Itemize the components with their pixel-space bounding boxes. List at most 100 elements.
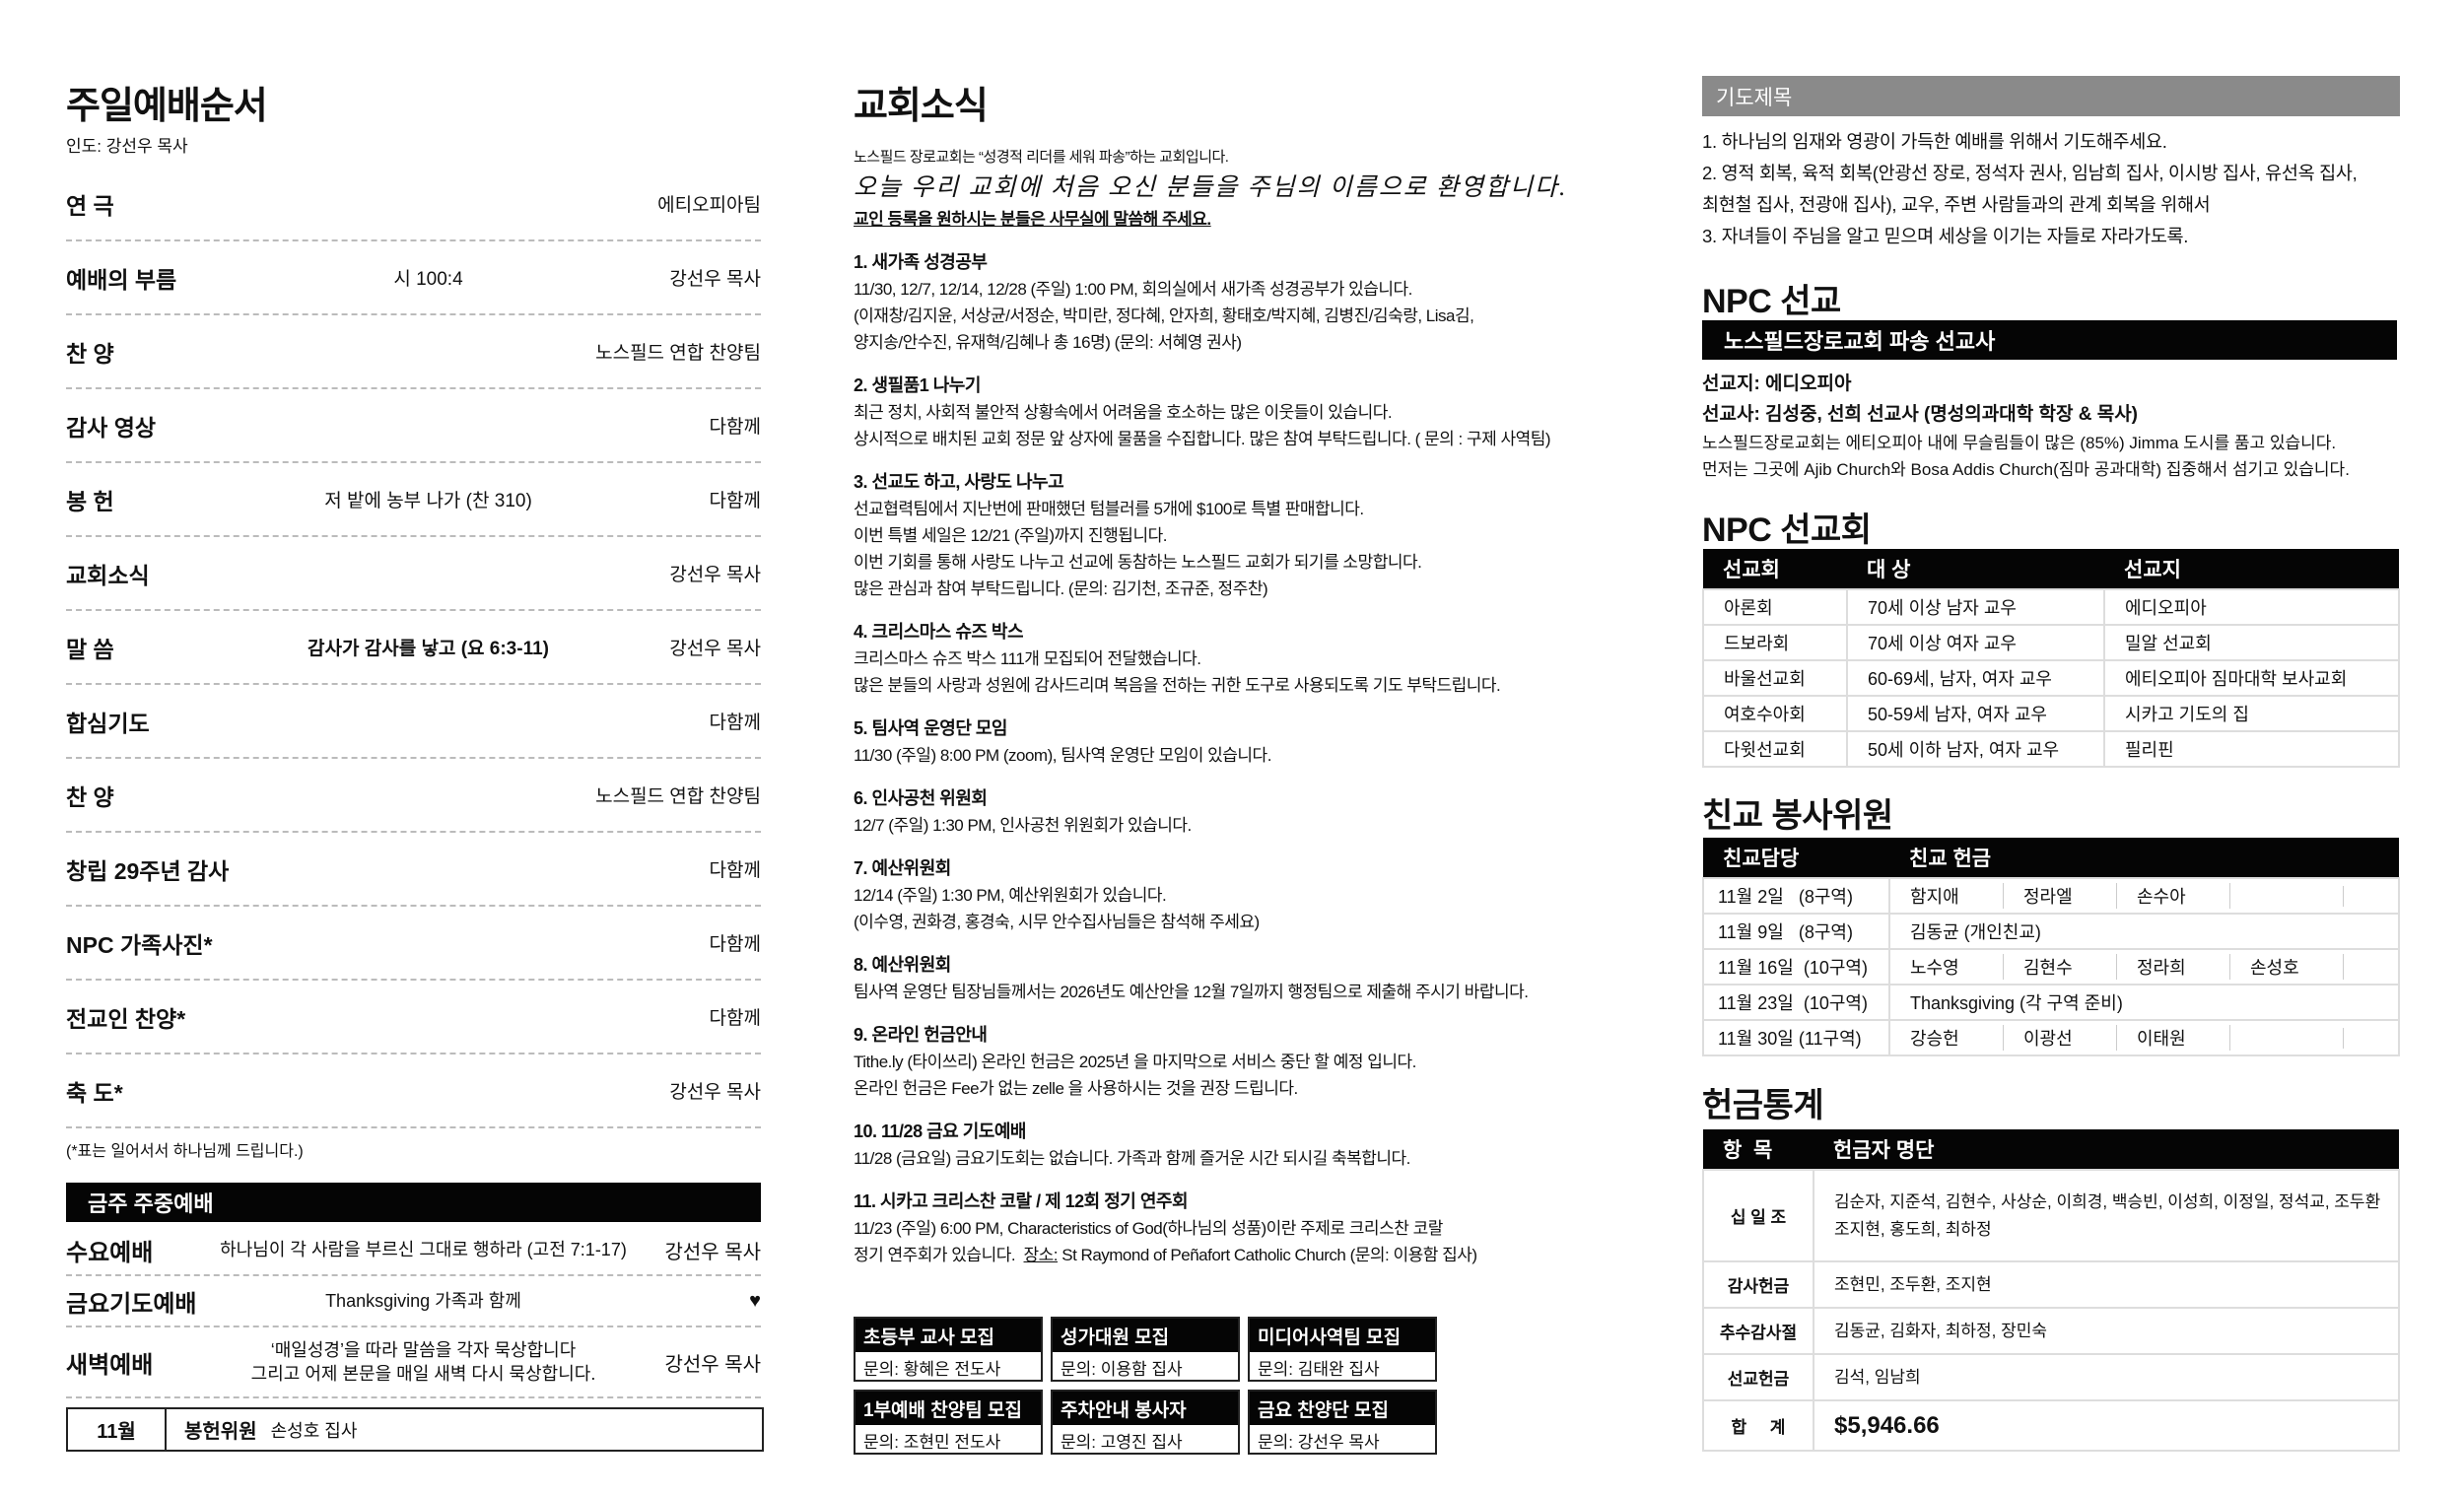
recruit-box: 미디어사역팀 모집 문의: 김태완 집사 xyxy=(1248,1317,1437,1382)
news-section: 2. 생필품1 나누기 최근 정치, 사회적 불안적 상황속에서 어려움을 호소하… xyxy=(854,373,1642,452)
news-line: 많은 관심과 참여 부탁드립니다. (문의: 김기천, 조규준, 정주찬) xyxy=(854,579,1268,598)
recruit-title: 초등부 교사 모집 xyxy=(856,1319,1041,1352)
weekday-name: 금요기도예배 xyxy=(66,1290,197,1318)
order-item-name: 연 극 xyxy=(66,192,114,219)
news-section: 11. 시카고 크리스찬 코랄 / 제 12회 정기 연주회 11/23 (주일)… xyxy=(854,1189,1642,1268)
table-cell: 70세 이상 여자 교우 xyxy=(1846,624,2105,661)
weekday-desc: Thanksgiving 가족과 함께 xyxy=(325,1291,521,1311)
table-cell: 시카고 기도의 집 xyxy=(2103,695,2400,732)
news-line: 크리스마스 슈즈 박스 111개 모집되어 전달했습니다. xyxy=(854,649,1201,668)
recruit-title: 1부예배 찬양팀 모집 xyxy=(856,1392,1041,1425)
recruit-contact: 문의: 조현민 전도사 xyxy=(863,1433,1001,1452)
fellowship-name: 이태원 xyxy=(2117,1025,2230,1051)
order-row: 감사 영상 다함께 xyxy=(66,389,761,463)
fellowship-name-cell: 노수영 xyxy=(1889,948,2004,986)
news-section-heading: 7. 예산위원회 xyxy=(854,858,951,878)
order-item-leader: 강선우 목사 xyxy=(669,1082,761,1103)
table-header: 항 목 헌금자 명단 xyxy=(1703,1129,2399,1170)
offering-month: 11월 xyxy=(68,1409,167,1450)
fellowship-name-cell xyxy=(2230,877,2344,915)
order-item-name: 합심기도 xyxy=(66,710,150,736)
table-row: 11월 2일 (8구역) 함지애 정라엘 손수아 xyxy=(1702,877,2400,915)
news-section: 3. 선교도 하고, 사랑도 나누고 선교협력팀에서 지난번에 판매했던 텀블러를… xyxy=(854,469,1642,602)
table-row: 여호수아회 50-59세 남자, 여자 교우 시카고 기도의 집 xyxy=(1702,695,2400,732)
order-item-name: 말 씀 xyxy=(66,636,114,662)
fellowship-date: 11월 2일 (8구역) xyxy=(1702,877,1890,915)
news-section: 10. 11/28 금요 기도예배 11/28 (금요일) 금요기도회는 없습니다… xyxy=(854,1119,1642,1172)
order-item-name: 찬 양 xyxy=(66,340,114,367)
table-cell: 다윗선교회 xyxy=(1702,730,1848,768)
societies-table: 선교회 대 상 선교지 아론회 70세 이상 남자 교우 에디오피아 드보라회 70세 이상 … xyxy=(1702,549,2400,768)
recruit-title: 미디어사역팀 모집 xyxy=(1250,1319,1435,1352)
order-row: 예배의 부름 시 100:4 강선우 목사 xyxy=(66,241,761,315)
order-row: 축 도* 강선우 목사 xyxy=(66,1054,761,1128)
fellowship-name: 노수영 xyxy=(1910,954,2004,980)
order-row: 전교인 찬양* 다함께 xyxy=(66,981,761,1054)
prayer-item: 1. 하나님의 임재와 영광이 가득한 예배를 위해서 기도해주세요. xyxy=(1702,131,2167,152)
fellowship-name: 이광선 xyxy=(2004,1025,2117,1051)
column-header: 헌금자 명단 xyxy=(1814,1129,2399,1170)
table-row: 감사헌금 조현민, 조두환, 조지현 xyxy=(1702,1260,2400,1309)
fellowship-empty xyxy=(2344,948,2400,986)
weekday-by: 강선우 목사 xyxy=(664,1353,761,1376)
recruit-contact: 문의: 강선우 목사 xyxy=(1258,1433,1380,1452)
total-amount: $5,946.66 xyxy=(1813,1399,2400,1452)
offering-category: 선교헌금 xyxy=(1702,1353,1814,1401)
place-prefix: 정기 연주회가 있습니다. xyxy=(854,1246,1024,1264)
order-item-leader: 다함께 xyxy=(709,860,761,881)
news-line: 온라인 헌금은 Fee가 없는 zelle 을 사용하시는 것을 권장 드립니다… xyxy=(854,1079,1298,1098)
order-item-leader: 다함께 xyxy=(709,713,761,733)
order-row: 봉 헌 저 밭에 농부 나가 (찬 310) 다함께 xyxy=(66,463,761,537)
news-line: 이번 특별 세일은 12/21 (주일)까지 진행됩니다. xyxy=(854,526,1167,545)
offering-committee-box: 11월 봉헌위원 손성호 집사 xyxy=(66,1407,764,1452)
mission-bar: 노스필드장로교회 파송 선교사 xyxy=(1702,320,2397,360)
offering-category: 추수감사절 xyxy=(1702,1307,1814,1355)
mission-info: 선교지: 에디오피아 선교사: 김성중, 선희 선교사 (명성의과대학 학장 &… xyxy=(1702,369,2350,483)
prayer-item: 3. 자녀들이 주님을 알고 믿으며 세상을 이기는 자들로 자라가도록. xyxy=(1702,226,2189,246)
prayer-item: 최현철 집사, 전광애 집사), 교우, 주변 사람들과의 관계 회복을 위해서 xyxy=(1702,194,2211,215)
weekday-name: 수요예배 xyxy=(66,1239,154,1266)
fellowship-name-cell: 손성호 xyxy=(2230,948,2344,986)
news-line: Tithe.ly (타이쓰리) 온라인 헌금은 2025년 을 마지막으로 서비… xyxy=(854,1053,1416,1071)
fellowship-name-cell: 이광선 xyxy=(2004,1019,2117,1056)
offerings-title: 헌금통계 xyxy=(1702,1087,1824,1124)
offering-name: 손성호 집사 xyxy=(270,1420,358,1441)
table-cell: 50세 이하 남자, 여자 교우 xyxy=(1846,730,2105,768)
order-item-name: 창립 29주년 감사 xyxy=(66,857,230,884)
news-line: 상시적으로 배치된 교회 정문 앞 상자에 물품을 수집합니다. 많은 참여 부… xyxy=(854,430,1551,448)
fellowship-date: 11월 23일 (10구역) xyxy=(1702,984,1890,1021)
prayer-list: 1. 하나님의 임재와 영광이 가득한 예배를 위해서 기도해주세요. 2. 영적… xyxy=(1702,126,2358,252)
news-section: 4. 크리스마스 슈즈 박스 크리스마스 슈즈 박스 111개 모집되어 전달했습… xyxy=(854,619,1642,699)
table-row: 바울선교회 60-69세, 남자, 여자 교우 에티오피아 짐마대학 보사교회 xyxy=(1702,659,2400,697)
table-cell: 아론회 xyxy=(1702,588,1848,626)
weekday-name: 새벽예배 xyxy=(66,1351,154,1379)
table-row: 추수감사절 김동균, 김화자, 최하정, 장민숙 xyxy=(1702,1307,2400,1355)
table-cell: 드보라회 xyxy=(1702,624,1848,661)
prayer-item: 2. 영적 회복, 육적 회복(안광선 장로, 정석자 권사, 임남희 집사, … xyxy=(1702,163,2358,183)
fellowship-name-cell xyxy=(2230,1019,2344,1056)
news-section-heading: 10. 11/28 금요 기도예배 xyxy=(854,1122,1026,1141)
prayer-bar: 기도제목 xyxy=(1702,76,2400,116)
recruit-box: 성가대원 모집 문의: 이용함 집사 xyxy=(1051,1317,1240,1382)
recruit-box: 초등부 교사 모집 문의: 황혜은 전도사 xyxy=(854,1317,1043,1382)
offering-names: 조현민, 조두환, 조지현 xyxy=(1813,1260,2400,1309)
order-item-name: 전교인 찬양* xyxy=(66,1005,186,1032)
fellowship-name: 손성호 xyxy=(2230,954,2344,980)
news-line: 최근 정치, 사회적 불안적 상황속에서 어려움을 호소하는 많은 이웃들이 있… xyxy=(854,403,1393,422)
order-row: 말 씀 감사가 감사를 낳고 (요 6:3-11) 강선우 목사 xyxy=(66,611,761,685)
order-item-detail: 감사가 감사를 낳고 (요 6:3-11) xyxy=(308,639,549,659)
standing-note: (*표는 일어서서 하나님께 드립니다.) xyxy=(66,1143,304,1160)
offering-category: 십 일 조 xyxy=(1702,1169,1814,1262)
order-item-leader: 다함께 xyxy=(709,934,761,955)
column-header: 선교지 xyxy=(2104,549,2399,589)
table-cell: 바울선교회 xyxy=(1702,659,1848,697)
table-cell: 에티오피아 짐마대학 보사교회 xyxy=(2103,659,2400,697)
fellowship-name-cell: 손수아 xyxy=(2117,877,2230,915)
place-label: 장소: xyxy=(1023,1246,1059,1264)
fellowship-name: 정라엘 xyxy=(2004,883,2117,909)
total-label: 합 계 xyxy=(1702,1399,1814,1452)
order-item-name: 봉 헌 xyxy=(66,488,114,514)
fellowship-name-cell: 김현수 xyxy=(2004,948,2117,986)
order-row: 찬 양 노스필드 연합 찬양팀 xyxy=(66,759,761,833)
